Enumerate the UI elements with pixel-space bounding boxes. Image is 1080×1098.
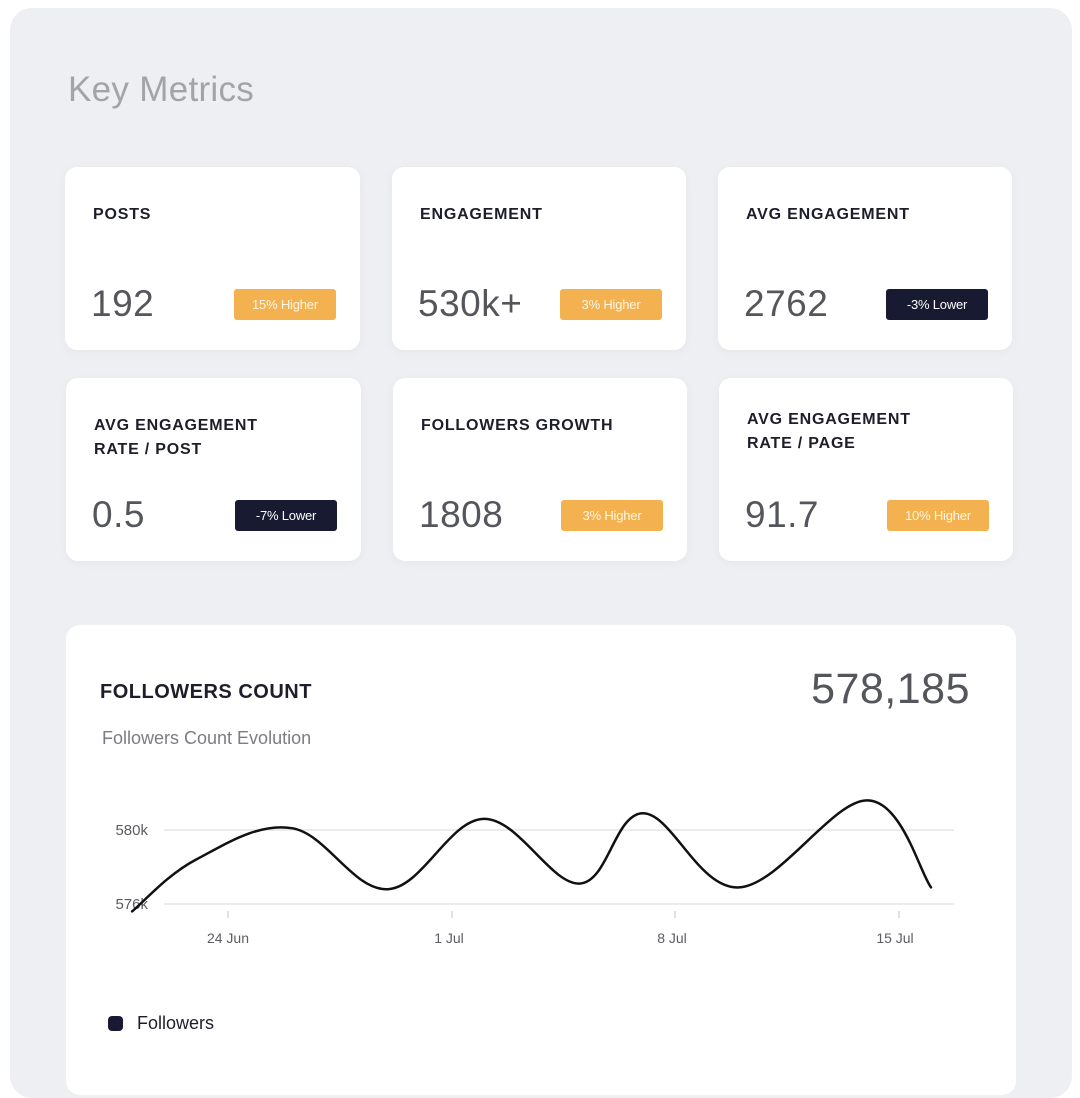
metric-value: 2762 [744,283,829,324]
x-tick-label: 1 Jul [434,930,464,946]
followers-line-chart[interactable]: 580k 576k 24 Jun 1 Jul 8 Jul 15 Jul [66,625,1016,995]
legend-label-followers: Followers [137,1013,215,1033]
metric-value: 1808 [419,494,504,535]
metric-value: 530k+ [418,283,523,324]
x-tick-label: 15 Jul [876,930,913,946]
metric-card-posts: POSTS 192 15% Higher [65,167,360,350]
chart-legend[interactable]: Followers [108,1013,214,1034]
metric-value: 0.5 [92,494,145,535]
metric-value: 91.7 [745,494,820,535]
followers-series-line [130,799,933,913]
metric-label: FOLLOWERS GROWTH [421,417,614,434]
x-tick-label: 24 Jun [207,930,249,946]
metric-card-engagement: ENGAGEMENT 530k+ 3% Higher [392,167,686,350]
legend-swatch [108,1016,123,1031]
metric-label: AVG ENGAGEMENT RATE / POST [94,417,258,458]
metric-card-avg-engagement-rate-post: AVG ENGAGEMENT RATE / POST 0.5 -7% Lower [66,378,361,561]
metric-card-avg-engagement-rate-page: AVG ENGAGEMENT RATE / PAGE 91.7 10% High… [719,378,1013,561]
metric-label: ENGAGEMENT [420,206,543,223]
status-badge: -3% Lower [886,289,988,320]
metric-card-avg-engagement: AVG ENGAGEMENT 2762 -3% Lower [718,167,1012,350]
metric-card-followers-growth: FOLLOWERS GROWTH 1808 3% Higher [393,378,687,561]
page-title: Key Metrics [68,70,255,109]
status-badge: 3% Higher [560,289,662,320]
metric-label: AVG ENGAGEMENT [746,206,910,223]
chart-title: FOLLOWERS COUNT [100,681,312,703]
metric-label: POSTS [93,206,152,223]
followers-total: 578,185 [811,665,970,713]
metric-label: AVG ENGAGEMENT RATE / PAGE [747,411,911,452]
status-badge: -7% Lower [235,500,337,531]
metric-value: 192 [91,283,155,324]
y-tick-label: 580k [115,822,148,839]
chart-subtitle: Followers Count Evolution [102,728,312,748]
status-badge: 10% Higher [887,500,989,531]
status-badge: 15% Higher [234,289,336,320]
x-tick-label: 8 Jul [657,930,687,946]
status-badge: 3% Higher [561,500,663,531]
followers-chart-card: FOLLOWERS COUNT Followers Count Evolutio… [66,625,1016,1095]
y-tick-label: 576k [115,896,148,913]
